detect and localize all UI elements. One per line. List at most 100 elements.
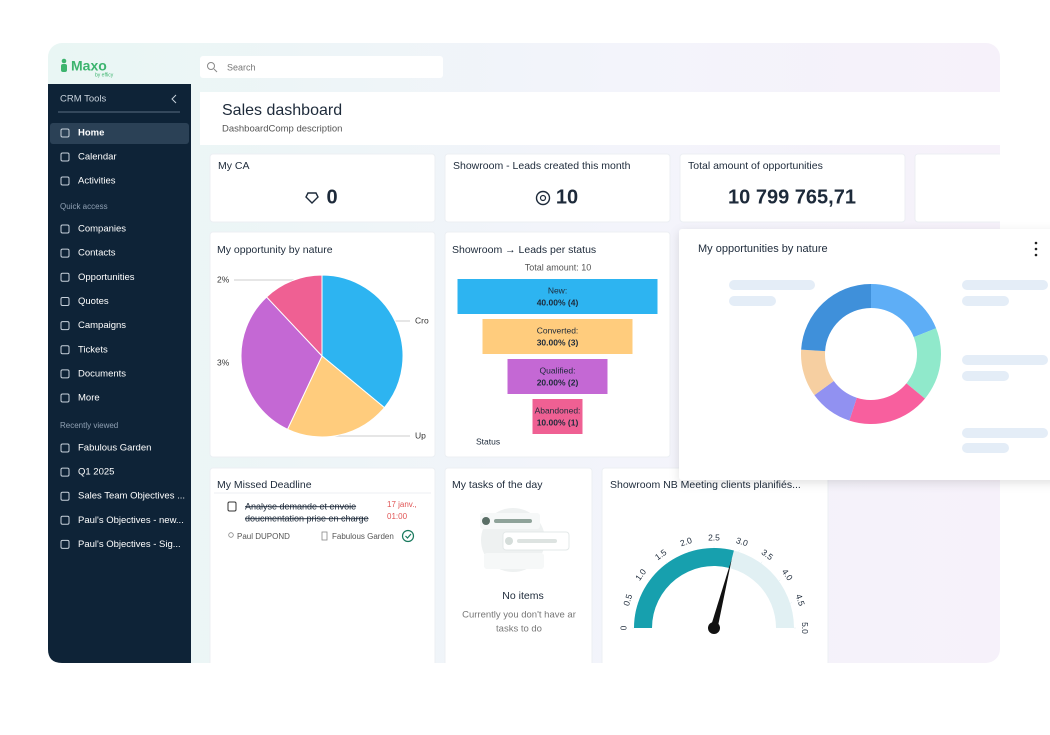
done-check[interactable] [405, 533, 412, 539]
slice [240, 296, 323, 430]
nav-icon[interactable] [60, 393, 70, 403]
kpi-title: Showroom - Leads created this month [453, 160, 631, 172]
nav-icon[interactable] [60, 248, 70, 258]
slice [871, 284, 937, 338]
nav-item[interactable]: Companies [78, 224, 126, 235]
slice [321, 274, 404, 409]
collapse-icon[interactable] [171, 94, 177, 104]
card-title: Showroom NB Meeting clients planifiés... [610, 479, 801, 491]
nav-item[interactable]: Activities [78, 176, 116, 187]
task-date: 17 janv., [387, 500, 417, 509]
nav-item[interactable]: Sales Team Objectives ... [78, 491, 185, 502]
nav-item[interactable]: Home [78, 128, 104, 139]
card [209, 467, 436, 663]
sidebar [48, 84, 191, 663]
gauge-tick-label: 3.0 [735, 535, 750, 548]
gauge-tick-label: 0 [618, 625, 628, 630]
nav-icon[interactable] [60, 369, 70, 379]
slice [814, 381, 857, 421]
nav-item[interactable]: Fabulous Garden [78, 443, 151, 454]
axis-label: Status [476, 436, 500, 446]
active-item [50, 123, 189, 144]
nav-item[interactable]: Quotes [78, 296, 109, 307]
menu-dot[interactable] [1034, 253, 1038, 257]
tick-mark [738, 549, 740, 552]
nav-icon[interactable] [60, 272, 70, 282]
card [444, 153, 671, 223]
menu-dot[interactable] [1034, 241, 1038, 245]
nav-icon[interactable] [60, 467, 70, 477]
slice-label: 3% [217, 357, 230, 367]
menu-dot[interactable] [1034, 247, 1038, 251]
page-description: DashboardComp description [222, 124, 342, 135]
company-icon [321, 531, 328, 541]
nav-icon[interactable] [60, 321, 70, 331]
target-icon [539, 194, 547, 202]
slice [265, 274, 323, 358]
nav-icon[interactable] [60, 128, 70, 138]
skeleton [962, 371, 1009, 381]
search-placeholder[interactable]: Search [227, 62, 256, 72]
nav-icon[interactable] [60, 152, 70, 162]
empty-text: Currently you don't have ar [462, 610, 576, 621]
value-label: 10.00% (1) [537, 417, 579, 427]
gauge-tick-label: 4.5 [794, 593, 807, 608]
skeleton [962, 296, 1009, 306]
target-icon [535, 190, 551, 206]
slice [801, 284, 871, 352]
nav-item[interactable]: Opportunities [78, 272, 135, 283]
nav-icon[interactable] [60, 224, 70, 234]
slice [906, 328, 941, 399]
nav-item[interactable]: Campaigns [78, 320, 126, 331]
value-label: 30.00% (3) [537, 337, 579, 347]
nav-item[interactable]: Documents [78, 368, 126, 379]
tick-mark [647, 579, 650, 582]
task-date: 01:00 [387, 512, 408, 521]
kpi-value: 10 799 765,71 [728, 186, 856, 208]
nav-icon[interactable] [60, 176, 70, 186]
nav-icon[interactable] [60, 296, 70, 306]
slice-label: Cro [415, 315, 429, 325]
stage-label: Abandoned: [535, 405, 581, 415]
logo-icon [61, 64, 67, 72]
main-area: Sales dashboard DashboardComp description… [200, 92, 1000, 663]
nav-item[interactable]: Contacts [78, 248, 116, 259]
nav-item[interactable]: Tickets [78, 344, 108, 355]
nav-icon[interactable] [60, 345, 70, 355]
diamond-icon [305, 192, 319, 204]
task-text[interactable]: Analyse demande et envoie [245, 501, 356, 511]
nav-icon[interactable] [60, 443, 70, 453]
kpi-title: Total amount of opportunities [688, 160, 823, 172]
tick-mark [635, 602, 638, 604]
card-title: My opportunity by nature [217, 244, 333, 256]
floating-card: My opportunities by nature [679, 229, 1050, 480]
task-text[interactable]: doucmentation prise en charge [245, 513, 369, 523]
value-label: 40.00% (4) [537, 297, 579, 307]
nav-item[interactable]: Paul's Objectives - Sig... [78, 539, 181, 550]
empty-title: No items [502, 590, 543, 602]
nav-icon[interactable] [60, 539, 70, 549]
nav-icon[interactable] [60, 491, 70, 501]
logo: Maxo [71, 58, 107, 74]
nav-item[interactable]: Q1 2025 [78, 467, 114, 478]
gauge-tick-label: 2.0 [679, 535, 694, 548]
nav-item[interactable]: Calendar [78, 152, 117, 163]
chart-subtitle: Total amount: 10 [525, 262, 592, 272]
gauge-fill [634, 548, 734, 628]
card-title: Showroom → Leads per status [452, 244, 596, 256]
illustration [494, 519, 532, 523]
slice [849, 383, 925, 424]
card [209, 153, 436, 223]
funnel-bar [482, 319, 633, 354]
search-box[interactable] [200, 56, 443, 78]
nav-item[interactable]: More [78, 393, 100, 404]
done-button[interactable] [401, 529, 415, 543]
nav-icon[interactable] [60, 515, 70, 525]
funnel-bar [457, 279, 658, 314]
value-label: 20.00% (2) [537, 377, 579, 387]
sidebar-section[interactable]: CRM Tools [60, 94, 107, 105]
nav-item[interactable]: Paul's Objectives - new... [78, 515, 184, 526]
illustration [505, 537, 513, 545]
tick-mark [688, 549, 690, 552]
